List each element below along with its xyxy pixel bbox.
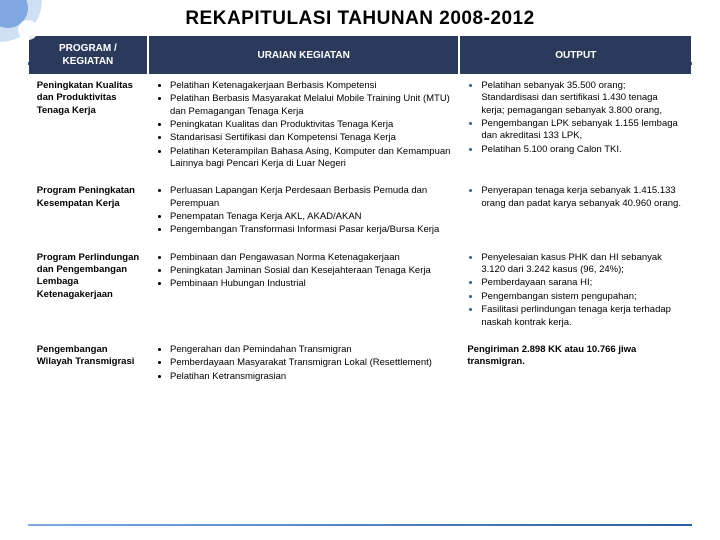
output-item: Fasilitasi perlindungan tenaga kerja ter… bbox=[481, 304, 683, 329]
output-item: Penyerapan tenaga kerja sebanyak 1.415.1… bbox=[481, 185, 683, 210]
output-item: Pelatihan 5.100 orang Calon TKI. bbox=[481, 144, 683, 156]
page-title: REKAPITULASI TAHUNAN 2008-2012 bbox=[0, 0, 720, 36]
col-uraian: URAIAN KEGIATAN bbox=[148, 36, 459, 74]
output-cell: Pengiriman 2.898 KK atau 10.766 jiwa tra… bbox=[459, 338, 691, 392]
program-cell: Pengembangan Wilayah Transmigrasi bbox=[29, 338, 148, 392]
output-cell: Penyelesaian kasus PHK dan HI sebanyak 3… bbox=[459, 246, 691, 338]
table-header-row: PROGRAM / KEGIATAN URAIAN KEGIATAN OUTPU… bbox=[29, 36, 691, 74]
uraian-item: Pembinaan dan Pengawasan Norma Ketenagak… bbox=[170, 252, 451, 264]
uraian-item: Pembinaan Hubungan Industrial bbox=[170, 278, 451, 290]
uraian-cell: Perluasan Lapangan Kerja Perdesaan Berba… bbox=[148, 179, 459, 245]
uraian-item: Standarisasi Sertifikasi dan Kompetensi … bbox=[170, 132, 451, 144]
uraian-item: Pelatihan Keterampilan Bahasa Asing, Kom… bbox=[170, 146, 451, 171]
uraian-item: Perluasan Lapangan Kerja Perdesaan Berba… bbox=[170, 185, 451, 210]
recap-table: PROGRAM / KEGIATAN URAIAN KEGIATAN OUTPU… bbox=[29, 36, 691, 392]
uraian-item: Penempatan Tenaga Kerja AKL, AKAD/AKAN bbox=[170, 211, 451, 223]
output-item: Pengembangan LPK sebanyak 1.155 lembaga … bbox=[481, 118, 683, 143]
uraian-item: Pengerahan dan Pemindahan Transmigran bbox=[170, 344, 451, 356]
uraian-item: Peningkatan Kualitas dan Produktivitas T… bbox=[170, 119, 451, 131]
table-row: Pengembangan Wilayah TransmigrasiPengera… bbox=[29, 338, 691, 392]
footer-rule bbox=[28, 524, 692, 526]
output-item: Pelatihan sebanyak 35.500 orang; Standar… bbox=[481, 80, 683, 117]
program-cell: Program Perlindungan dan Pengembangan Le… bbox=[29, 246, 148, 338]
uraian-cell: Pembinaan dan Pengawasan Norma Ketenagak… bbox=[148, 246, 459, 338]
uraian-item: Peningkatan Jaminan Sosial dan Kesejahte… bbox=[170, 265, 451, 277]
col-program: PROGRAM / KEGIATAN bbox=[29, 36, 148, 74]
table-row: Program Perlindungan dan Pengembangan Le… bbox=[29, 246, 691, 338]
table-row: Peningkatan Kualitas dan Produktivitas T… bbox=[29, 74, 691, 179]
output-item: Pemberdayaan sarana HI; bbox=[481, 277, 683, 289]
output-item: Pengembangan sistem pengupahan; bbox=[481, 291, 683, 303]
uraian-item: Pemberdayaan Masyarakat Transmigran Loka… bbox=[170, 357, 451, 369]
program-cell: Program Peningkatan Kesempatan Kerja bbox=[29, 179, 148, 245]
output-cell: Penyerapan tenaga kerja sebanyak 1.415.1… bbox=[459, 179, 691, 245]
uraian-item: Pelatihan Ketransmigrasian bbox=[170, 371, 451, 383]
col-output: OUTPUT bbox=[459, 36, 691, 74]
output-item: Penyelesaian kasus PHK dan HI sebanyak 3… bbox=[481, 252, 683, 277]
uraian-item: Pelatihan Berbasis Masyarakat Melalui Mo… bbox=[170, 93, 451, 118]
uraian-cell: Pengerahan dan Pemindahan TransmigranPem… bbox=[148, 338, 459, 392]
uraian-cell: Pelatihan Ketenagakerjaan Berbasis Kompe… bbox=[148, 74, 459, 179]
uraian-item: Pengembangan Transformasi Informasi Pasa… bbox=[170, 224, 451, 236]
table-row: Program Peningkatan Kesempatan Kerja Perl… bbox=[29, 179, 691, 245]
output-cell: Pelatihan sebanyak 35.500 orang; Standar… bbox=[459, 74, 691, 179]
uraian-item: Pelatihan Ketenagakerjaan Berbasis Kompe… bbox=[170, 80, 451, 92]
program-cell: Peningkatan Kualitas dan Produktivitas T… bbox=[29, 74, 148, 179]
